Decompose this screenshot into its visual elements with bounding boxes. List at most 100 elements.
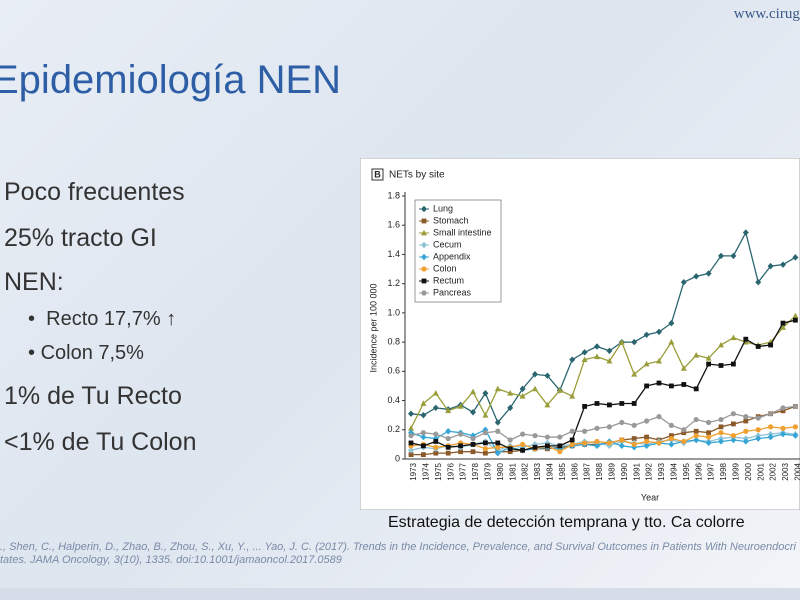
marker: [545, 443, 550, 449]
marker: [433, 450, 439, 456]
marker: [768, 411, 774, 417]
marker: [718, 424, 724, 430]
x-tick-label: 1976: [446, 462, 455, 480]
marker: [619, 419, 625, 426]
marker: [681, 427, 687, 433]
marker: [544, 372, 551, 379]
marker: [581, 356, 588, 363]
x-tick-label: 1986: [570, 462, 579, 480]
legend-label: Lung: [433, 203, 453, 213]
marker: [631, 371, 638, 377]
marker: [619, 401, 625, 406]
legend-marker: [421, 229, 427, 236]
bullet: Poco frecuentes: [4, 178, 185, 206]
x-tick-label: 1977: [459, 462, 468, 480]
marker: [742, 438, 749, 445]
marker: [569, 428, 575, 434]
marker: [644, 434, 649, 440]
y-tick-label: 1.4: [387, 249, 400, 259]
marker: [606, 424, 612, 430]
marker: [668, 422, 674, 428]
y-tick-label: 0.2: [387, 424, 400, 434]
marker: [656, 380, 662, 386]
marker: [607, 402, 612, 408]
marker: [681, 382, 687, 387]
marker: [656, 357, 662, 364]
x-tick-label: 1993: [657, 462, 666, 480]
marker: [705, 354, 712, 361]
marker: [643, 360, 650, 367]
marker: [582, 440, 588, 446]
marker: [495, 428, 501, 434]
marker: [532, 433, 538, 439]
marker: [482, 411, 489, 418]
marker: [594, 425, 600, 431]
marker: [718, 430, 724, 436]
marker: [743, 414, 749, 420]
marker: [494, 385, 501, 392]
citation: ., Shen, C., Halperin, D., Zhao, B., Zho…: [0, 541, 796, 553]
chart: B NETs by site Incidence per 100 000 Yea…: [360, 158, 800, 510]
bullet: 25% tracto GI: [4, 224, 157, 252]
marker: [594, 343, 600, 350]
marker: [520, 441, 526, 447]
y-tick-label: 0: [395, 453, 400, 463]
marker: [681, 430, 687, 436]
marker: [482, 430, 488, 436]
marker: [743, 336, 749, 342]
marker: [420, 411, 427, 419]
marker: [755, 427, 761, 433]
marker: [742, 229, 749, 236]
x-tick-label: 1991: [632, 462, 641, 480]
marker: [458, 449, 463, 455]
legend-marker: [421, 266, 427, 272]
marker: [556, 387, 563, 393]
marker: [668, 441, 675, 448]
y-tick-label: 1.2: [387, 278, 400, 288]
y-tick-label: 0.8: [387, 336, 400, 346]
x-tick-label: 2003: [781, 462, 790, 480]
marker: [718, 363, 724, 368]
marker: [644, 438, 650, 445]
marker: [482, 446, 488, 452]
marker: [495, 440, 501, 446]
logo: www.cirugi: [733, 6, 800, 22]
marker: [557, 434, 563, 440]
x-tick-label: 2001: [756, 462, 765, 480]
marker: [618, 442, 625, 450]
marker: [520, 431, 526, 437]
marker: [470, 388, 476, 395]
marker: [519, 385, 526, 393]
x-tick-label: 1979: [484, 462, 493, 480]
caption: Estrategia de detección temprana y tto. …: [388, 514, 745, 531]
x-tick-label: 1975: [434, 462, 443, 480]
marker: [445, 428, 452, 435]
marker: [482, 390, 489, 397]
marker: [768, 342, 773, 348]
legend-marker: [421, 253, 427, 261]
marker: [594, 438, 600, 445]
marker: [594, 401, 600, 406]
marker: [532, 444, 538, 450]
marker: [507, 449, 513, 455]
marker: [408, 452, 414, 458]
marker: [457, 403, 464, 409]
marker: [780, 405, 786, 411]
legend-box: [414, 199, 502, 303]
marker: [557, 443, 563, 449]
marker: [643, 331, 650, 339]
sub-bullet-text: Colon 7,5%: [40, 342, 144, 364]
marker: [792, 403, 798, 409]
bullet: 1% de Tu Recto: [4, 382, 182, 410]
marker: [680, 365, 687, 371]
marker: [755, 415, 761, 421]
x-tick-label: 1996: [694, 462, 703, 480]
legend-label: Cecum: [433, 239, 462, 249]
marker: [495, 444, 501, 450]
y-axis-label: Incidence per 100 000: [368, 283, 378, 372]
marker: [483, 440, 488, 446]
legend-marker: [421, 218, 427, 224]
y-tick-label: 1.0: [387, 307, 400, 317]
marker: [743, 418, 749, 424]
marker: [681, 438, 687, 445]
